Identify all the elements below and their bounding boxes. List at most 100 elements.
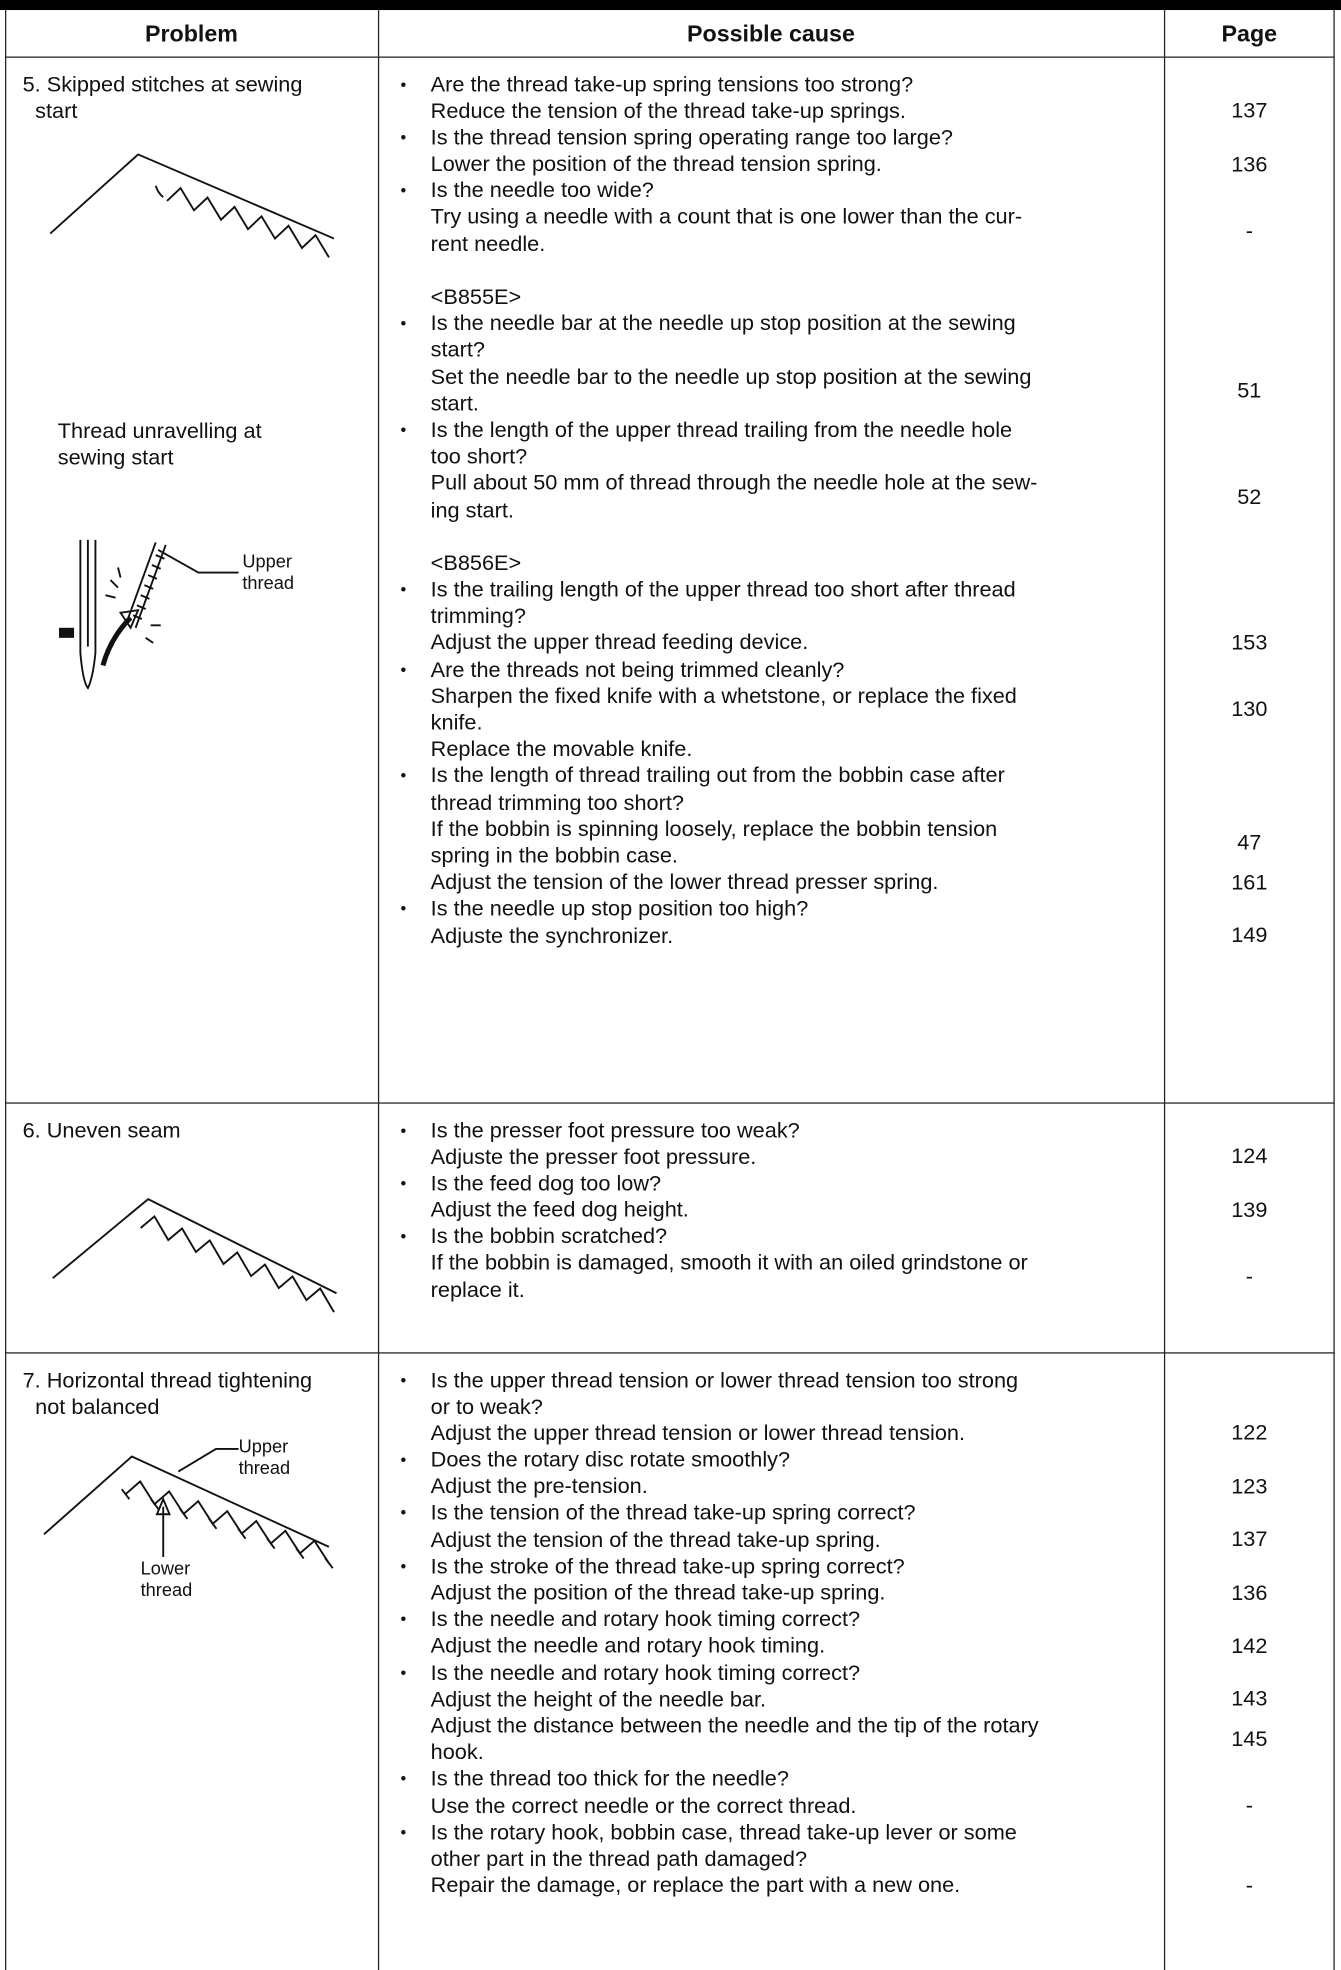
remedy-line: Try using a needle with a count that is … — [430, 203, 1023, 230]
leader-line — [177, 1448, 239, 1473]
page-ref: 142 — [1231, 1632, 1268, 1658]
remedy: Adjust the position of the thread take-u… — [378, 1580, 1335, 1607]
stitch-tick — [324, 1557, 334, 1569]
problem: 5. Skipped stitches at sewing start — [23, 71, 303, 124]
page-ref: - — [1245, 217, 1253, 243]
remedy-line: Adjust the feed dog height. — [430, 1196, 689, 1222]
needle — [79, 539, 97, 690]
remedy-line: If the bobbin is spinning loosely, repla… — [430, 815, 998, 841]
stitch-tick — [208, 1518, 218, 1530]
remedy-line: Adjust the pre-tension. — [430, 1473, 648, 1499]
remedy: Reduce the tension of the thread take-up… — [378, 98, 1335, 125]
remedy: Adjuste the presser foot pressure. 124 — [378, 1143, 1335, 1170]
causes: Is the presser foot pressure too weak?Ad… — [378, 1117, 1335, 1303]
question-line: Is the needle and rotary hook timing cor… — [378, 1606, 1335, 1633]
remedy: Adjuste the synchronizer. 149 — [378, 922, 1335, 949]
figure-label: Upper thread — [242, 552, 294, 594]
page-ref: 143 — [1231, 1685, 1268, 1712]
thread-hatch — [132, 554, 165, 620]
remedy-line: Repair the damage, or replace the part w… — [430, 1872, 961, 1898]
page-ref: 153 — [1231, 629, 1268, 655]
remedy-line: start. — [430, 390, 479, 416]
stitch-tick — [237, 1528, 247, 1540]
question-line: Is the trailing length of the upper thre… — [378, 576, 1335, 603]
question-line: thread trimming too short? — [430, 789, 684, 815]
remedy-line: Reduce the tension of the thread take-up… — [430, 97, 906, 123]
remedy: Adjust the upper thread tension or lower… — [378, 1420, 1335, 1447]
figure-group — [43, 153, 337, 1569]
problem-line: 7. Horizontal thread tightening — [22, 1366, 313, 1392]
cause-group: Are the thread take-up spring tensions t… — [378, 71, 1335, 257]
problem-line: not balanced — [35, 1393, 160, 1419]
page-ref: 136 — [1231, 1579, 1268, 1605]
page-ref: 137 — [1231, 1526, 1268, 1552]
column-header: Page — [1221, 20, 1278, 47]
figure-label: Lower thread — [140, 1559, 193, 1601]
remedy-line: hook. — [430, 1739, 484, 1765]
cause-group: <B856E>Is the trailing length of the upp… — [378, 550, 1335, 949]
top-bar — [0, 0, 1341, 11]
remedy-line: Adjuste the synchronizer. — [430, 922, 674, 948]
stitch-tick — [295, 1547, 305, 1559]
remedy: Adjust the tension of the thread take-up… — [378, 1526, 1335, 1553]
thread-end — [154, 185, 164, 198]
question-line: Is the thread too thick for the needle? — [378, 1766, 1335, 1793]
needle-clamp — [59, 627, 75, 638]
remedy-line: Adjust the needle and rotary hook timing… — [430, 1632, 826, 1658]
page-ref: - — [1245, 1792, 1253, 1818]
remedy-line: Adjust the upper thread feeding device. — [430, 629, 809, 655]
remedy-line: spring in the bobbin case. — [430, 842, 678, 868]
question-line: Is the thread tension spring operating r… — [378, 124, 1335, 151]
remedy-line: Adjust the height of the needle bar. — [430, 1685, 767, 1712]
page-ref: 124 — [1231, 1143, 1268, 1169]
model-label: <B855E> — [430, 283, 522, 309]
page-ref: 47 — [1237, 829, 1262, 855]
question-line: Are the thread take-up spring tensions t… — [378, 71, 1335, 98]
page-ref: 145 — [1231, 1725, 1268, 1751]
page-ref: 139 — [1231, 1196, 1268, 1222]
problem-line: start — [35, 97, 78, 123]
remedy: Adjust the distance between the needle a… — [378, 1713, 1335, 1766]
question-line: Is the presser foot pressure too weak? — [378, 1117, 1335, 1144]
question-line: Is the upper thread tension or lower thr… — [378, 1367, 1335, 1394]
fabric-line — [43, 1455, 330, 1548]
remedy: Use the correct needle or the correct th… — [378, 1792, 1335, 1819]
fabric-line — [49, 153, 335, 240]
remedy: Sharpen the fixed knife with a whetstone… — [378, 683, 1335, 736]
remedy-line: Adjust the upper thread tension or lower… — [430, 1419, 966, 1446]
table-border — [1333, 10, 1336, 1970]
page-ref: - — [1245, 1263, 1253, 1289]
row-rule — [5, 1352, 1335, 1354]
cause-group: Is the presser foot pressure too weak?Ad… — [378, 1117, 1335, 1303]
stitch-tick — [121, 1488, 131, 1500]
cause-group: <B855E>Is the needle bar at the needle u… — [378, 284, 1335, 523]
page-ref: 123 — [1231, 1473, 1268, 1499]
problem: 7. Horizontal thread tightening not balan… — [23, 1367, 313, 1420]
remedy: Adjust the feed dog height. 139 — [378, 1197, 1335, 1224]
remedy-line: Replace the movable knife. — [430, 736, 693, 762]
row-rule — [5, 1102, 1335, 1105]
remedy: Adjust the pre-tension. 123 — [378, 1473, 1335, 1500]
stitch-tick — [179, 1508, 189, 1520]
page-ref: 122 — [1231, 1419, 1268, 1446]
question-line: Is the stroke of the thread take-up spri… — [378, 1553, 1335, 1580]
remedy-line: Pull about 50 mm of thread through the n… — [430, 469, 1038, 496]
stitches — [124, 1480, 330, 1564]
page-ref: 52 — [1237, 483, 1262, 509]
question-line: other part in the thread path damaged? — [430, 1845, 808, 1871]
page-ref: 136 — [1231, 150, 1268, 176]
remedy: Lower the position of the thread tension… — [378, 151, 1335, 178]
remedy: Adjust the needle and rotary hook timing… — [378, 1633, 1335, 1660]
problem-line: 5. Skipped stitches at sewing — [22, 70, 303, 97]
remedy-line: Adjuste the presser foot pressure. — [430, 1143, 757, 1169]
arrow-head — [155, 1496, 171, 1516]
question-line: Is the length of thread trailing out fro… — [378, 763, 1335, 790]
causes: Is the upper thread tension or lower thr… — [378, 1367, 1335, 1899]
note-line: sewing start — [57, 444, 174, 470]
remedy-line: ing start. — [430, 496, 514, 522]
column-rule — [377, 10, 380, 1970]
question-line: Are the threads not being trimmed cleanl… — [378, 656, 1335, 683]
